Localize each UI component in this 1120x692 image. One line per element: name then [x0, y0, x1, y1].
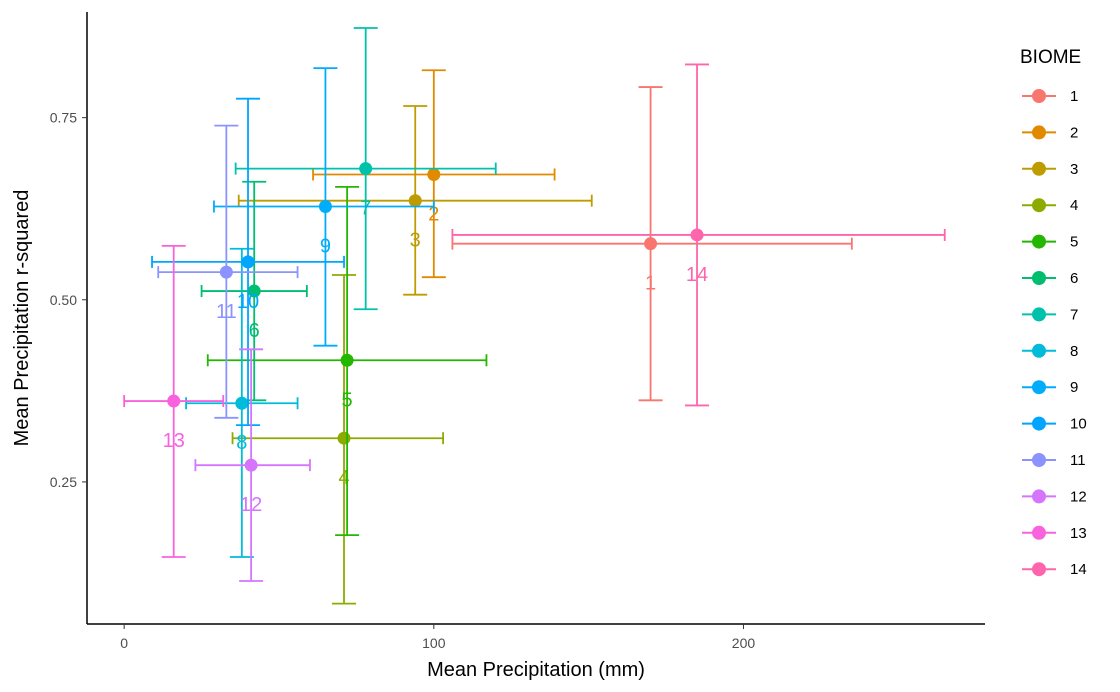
- legend-item-6: 6: [1022, 270, 1078, 287]
- series-4: 4: [231, 274, 445, 605]
- data-point: [340, 353, 354, 367]
- legend-label: 8: [1070, 343, 1078, 360]
- legend-key-point: [1032, 453, 1046, 467]
- series-8: 8: [185, 247, 299, 558]
- legend-item-12: 12: [1022, 488, 1087, 505]
- legend-item-9: 9: [1022, 379, 1078, 396]
- legend-item-4: 4: [1022, 197, 1078, 214]
- point-label: 14: [686, 264, 708, 286]
- legend-key-point: [1032, 416, 1046, 431]
- legend-key-point: [1032, 271, 1046, 285]
- legend-item-14: 14: [1022, 561, 1087, 578]
- legend-key-point: [1032, 525, 1046, 540]
- legend-item-13: 13: [1022, 525, 1087, 542]
- legend-key-point: [1032, 234, 1046, 249]
- data-point: [219, 265, 233, 279]
- data-point: [427, 167, 441, 181]
- legend-item-7: 7: [1022, 306, 1078, 323]
- legend-key-point: [1032, 562, 1046, 577]
- point-label: 10: [237, 291, 259, 313]
- legend-key-point: [1032, 125, 1046, 140]
- legend-item-2: 2: [1022, 124, 1078, 141]
- legend-title: BIOME: [1020, 47, 1081, 68]
- legend-label: 14: [1070, 561, 1087, 578]
- legend-item-3: 3: [1022, 161, 1078, 178]
- data-point: [318, 200, 332, 214]
- series-5: 5: [206, 185, 488, 537]
- legend-label: 6: [1070, 270, 1078, 287]
- y-tick-label: 0.75: [50, 110, 77, 126]
- point-label: 9: [320, 236, 331, 258]
- y-axis-title: Mean Precipitation r-squared: [11, 190, 33, 447]
- series-12: 12: [194, 348, 311, 582]
- x-tick-label: 0: [120, 635, 128, 651]
- data-point: [241, 255, 255, 269]
- point-label: 3: [410, 230, 421, 252]
- series-2: 2: [312, 69, 556, 279]
- legend-label: 9: [1070, 379, 1078, 396]
- legend-key-point: [1032, 343, 1046, 358]
- legend-key-point: [1032, 307, 1046, 322]
- data-point: [359, 162, 373, 176]
- point-label: 12: [240, 494, 262, 516]
- point-label: 11: [216, 301, 237, 323]
- data-point: [235, 396, 249, 410]
- legend-item-10: 10: [1022, 416, 1087, 433]
- data-point: [644, 237, 658, 251]
- point-label: 6: [249, 320, 260, 342]
- legend-label: 10: [1070, 416, 1087, 433]
- series-10: 10: [151, 97, 345, 427]
- legend-label: 1: [1070, 88, 1078, 105]
- point-label: 1: [645, 273, 656, 295]
- legend-key-point: [1032, 89, 1046, 103]
- legend-label: 13: [1070, 525, 1087, 542]
- x-tick-label: 100: [422, 635, 446, 651]
- data-point: [247, 284, 261, 298]
- point-label: 2: [428, 203, 439, 225]
- legend-item-5: 5: [1022, 234, 1078, 251]
- point-label: 4: [338, 467, 349, 489]
- y-tick-label: 0.50: [50, 292, 77, 308]
- legend-label: 11: [1070, 452, 1086, 469]
- data-point: [167, 394, 181, 408]
- legend-item-8: 8: [1022, 343, 1078, 360]
- data-point: [690, 228, 704, 242]
- legend-label: 3: [1070, 161, 1078, 178]
- point-label: 7: [360, 198, 371, 220]
- data-point: [244, 458, 258, 472]
- legend-label: 2: [1070, 124, 1078, 141]
- series-1: 1: [451, 86, 853, 402]
- legend-key-point: [1032, 380, 1046, 395]
- legend-label: 4: [1070, 197, 1078, 214]
- series-6: 6: [200, 180, 308, 402]
- legend-key-point: [1032, 489, 1046, 504]
- data-point: [337, 431, 351, 445]
- axes: Mean Precipitation (mm) Mean Precipitati…: [11, 12, 985, 681]
- series-9: 9: [213, 67, 435, 347]
- point-label: 8: [236, 432, 247, 454]
- series-3: 3: [237, 105, 593, 296]
- y-tick-label: 0.25: [50, 474, 77, 490]
- x-axis-title: Mean Precipitation (mm): [427, 659, 645, 681]
- series-14: 14: [451, 63, 946, 407]
- legend-key-point: [1032, 161, 1046, 176]
- series-11: 11: [157, 124, 299, 419]
- legend-label: 5: [1070, 234, 1078, 251]
- series-13: 13: [123, 244, 225, 558]
- point-label: 5: [342, 389, 353, 411]
- series-7: 7: [234, 27, 497, 311]
- legend-label: 7: [1070, 306, 1078, 323]
- legend-item-11: 11: [1022, 452, 1086, 469]
- point-label: 13: [163, 430, 185, 452]
- legend-item-1: 1: [1022, 88, 1078, 105]
- x-tick-label: 200: [732, 635, 756, 651]
- data-point: [408, 194, 422, 208]
- legend-label: 12: [1070, 488, 1087, 505]
- legend-key-point: [1032, 198, 1046, 213]
